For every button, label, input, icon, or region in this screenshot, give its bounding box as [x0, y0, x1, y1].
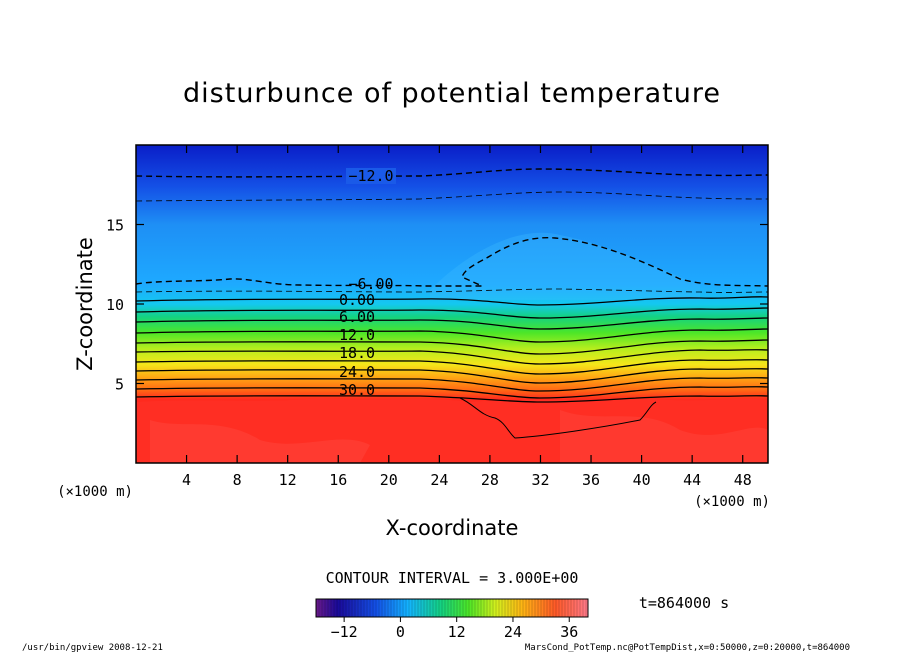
x-tick-label: 4	[182, 471, 191, 489]
dashed-contours	[136, 168, 768, 293]
x-tick-label: 32	[531, 471, 549, 489]
chart-title: disturbunce of potential temperature	[183, 78, 721, 109]
y-axis-label: Z-coordinate	[73, 237, 97, 371]
contour-line-m9	[136, 191, 768, 202]
contour-line-9	[136, 328, 768, 343]
colorbar-tick-label: 24	[504, 623, 522, 641]
colorbar-tick-label: 12	[448, 623, 466, 641]
contour-label-30: 30.0	[339, 381, 375, 399]
contour-line-24	[136, 377, 768, 392]
x-tick-label: 48	[734, 471, 752, 489]
colorbar-tick-label: 36	[560, 623, 578, 641]
warm-texture-2	[560, 410, 768, 463]
contour-line-18	[136, 359, 768, 375]
contour-line-27	[136, 386, 768, 399]
contour-label-18: 18.0	[339, 344, 375, 362]
label-bg	[346, 168, 396, 184]
contour-labels: −12.0 −6.00 0.00 6.00 12.0 18.0 24.0 30.…	[339, 167, 396, 399]
contour-line-m3	[136, 288, 768, 293]
x-unit-right: (×1000 m)	[694, 494, 770, 510]
x-tick-label: 28	[481, 471, 499, 489]
warm-texture-1	[150, 420, 370, 463]
x-axis-ticks: 4 8 12 16 20 24 28 32 36 40 44 48	[182, 145, 752, 489]
x-tick-label: 16	[329, 471, 347, 489]
contour-line-21	[136, 368, 768, 384]
colorbar: −12 0 12 24 36	[315, 598, 589, 641]
x-tick-label: 20	[380, 471, 398, 489]
cold-dome	[430, 232, 700, 300]
contour-line-6	[136, 317, 768, 330]
x-tick-label: 12	[279, 471, 297, 489]
y-axis-ticks: 5 10 15	[106, 217, 768, 394]
x-tick-label: 24	[430, 471, 448, 489]
warm-layer	[136, 398, 768, 463]
contour-label-m6: −6.00	[348, 275, 393, 293]
contour-line-m6	[136, 236, 768, 287]
contour-line-33	[459, 397, 657, 439]
contour-line-15	[136, 349, 768, 365]
contour-interval: CONTOUR INTERVAL = 3.000E+00	[326, 569, 579, 587]
contour-label-6: 6.00	[339, 308, 375, 326]
x-tick-label: 44	[683, 471, 701, 489]
contour-line-m12	[136, 168, 768, 178]
colorbar-stripes	[318, 599, 587, 617]
y-tick-label: 15	[106, 217, 124, 235]
x-axis-label: X-coordinate	[386, 516, 519, 540]
contour-label-24: 24.0	[339, 363, 375, 381]
contour-label-m12: −12.0	[348, 167, 393, 185]
x-tick-label: 40	[633, 471, 651, 489]
x-unit-left: (×1000 m)	[57, 484, 133, 500]
colorbar-tick-label: 0	[396, 623, 405, 641]
contour-line-0	[136, 296, 768, 306]
footer-right: MarsCond_PotTemp.nc@PotTempDist,x=0:5000…	[525, 643, 850, 653]
contour-label-12: 12.0	[339, 326, 375, 344]
colorbar-tick-label: −12	[331, 623, 358, 641]
solid-contours	[136, 296, 768, 439]
colorbar-ticks: −12 0 12 24 36	[331, 617, 578, 641]
colorbar-bar	[315, 598, 589, 618]
contour-line-30	[136, 395, 768, 403]
footer-left: /usr/bin/gpview 2008-12-21	[22, 643, 163, 653]
contour-label-0: 0.00	[339, 291, 375, 309]
time-label: t=864000 s	[639, 594, 729, 612]
contour-line-12	[136, 339, 768, 355]
contour-line-3	[136, 307, 768, 319]
x-tick-label: 8	[233, 471, 242, 489]
y-tick-label: 5	[115, 376, 124, 394]
plot-area: −12.0 −6.00 0.00 6.00 12.0 18.0 24.0 30.…	[136, 145, 768, 463]
y-tick-label: 10	[106, 296, 124, 314]
x-tick-label: 36	[582, 471, 600, 489]
